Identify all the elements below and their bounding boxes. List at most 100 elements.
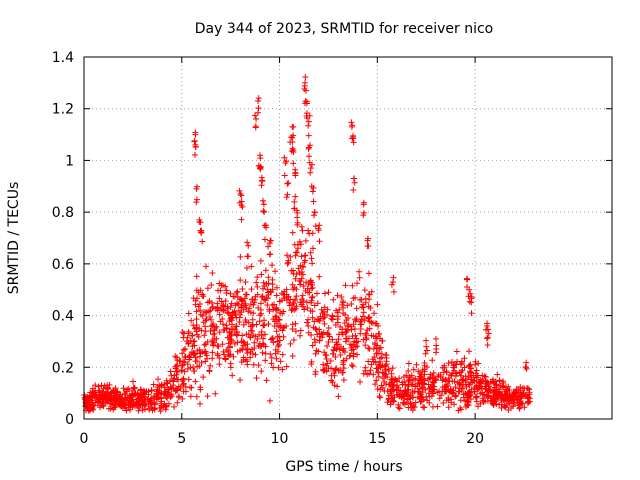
y-tick-label: 0.6 <box>52 257 74 273</box>
data-point <box>239 346 246 353</box>
data-point <box>150 381 157 388</box>
x-tick-label: 0 <box>80 431 89 447</box>
data-point <box>352 294 359 301</box>
data-point <box>440 399 447 406</box>
data-point <box>351 175 358 182</box>
data-point <box>376 358 383 365</box>
data-point <box>210 320 217 327</box>
y-tick-label: 1 <box>65 153 74 169</box>
data-point <box>227 360 234 367</box>
data-point <box>238 338 245 345</box>
data-point <box>368 361 375 368</box>
data-point <box>469 379 476 386</box>
data-point <box>239 332 246 339</box>
data-point <box>321 290 328 297</box>
data-point <box>283 194 290 201</box>
data-point <box>415 368 422 375</box>
data-point <box>226 344 233 351</box>
data-point <box>324 342 331 349</box>
y-tick-label: 1.4 <box>52 50 74 66</box>
data-point <box>363 334 370 341</box>
data-point <box>182 345 189 352</box>
data-point <box>236 318 243 325</box>
data-point <box>413 361 420 368</box>
data-point <box>438 392 445 399</box>
data-point <box>458 358 465 365</box>
data-point <box>291 306 298 313</box>
data-point <box>118 403 125 410</box>
data-point <box>228 337 235 344</box>
data-point <box>307 278 314 285</box>
data-point <box>343 328 350 335</box>
data-point <box>304 319 311 326</box>
data-point <box>255 95 262 102</box>
data-point <box>203 263 210 270</box>
data-point <box>383 354 390 361</box>
data-point <box>308 161 315 168</box>
data-point <box>238 202 245 209</box>
data-point <box>275 343 282 350</box>
data-point <box>196 346 203 353</box>
data-point <box>105 398 112 405</box>
data-point <box>148 403 155 410</box>
data-point <box>354 351 361 358</box>
data-point <box>483 335 490 342</box>
data-point <box>170 378 177 385</box>
x-axis-title: GPS time / hours <box>285 459 402 475</box>
data-point <box>324 329 331 336</box>
data-point <box>266 306 273 313</box>
data-point <box>249 296 256 303</box>
data-point <box>243 264 250 271</box>
data-point <box>457 372 464 379</box>
data-point <box>297 332 304 339</box>
data-point <box>408 372 415 379</box>
data-point <box>95 394 102 401</box>
data-point <box>253 116 260 123</box>
data-point <box>370 345 377 352</box>
data-point <box>307 169 314 176</box>
data-point <box>494 371 501 378</box>
x-tick-label: 20 <box>466 431 484 447</box>
data-point <box>276 333 283 340</box>
data-point <box>265 274 272 281</box>
y-tick-label: 0.4 <box>52 309 74 325</box>
data-point <box>258 368 265 375</box>
data-point <box>273 292 280 299</box>
data-point <box>111 396 118 403</box>
data-point <box>423 343 430 350</box>
data-point <box>172 365 179 372</box>
data-point <box>192 378 199 385</box>
data-point <box>294 221 301 228</box>
data-point <box>193 326 200 333</box>
data-point <box>389 365 396 372</box>
data-point <box>235 307 242 314</box>
data-point <box>290 300 297 307</box>
data-point <box>250 310 257 317</box>
data-point <box>401 395 408 402</box>
data-point <box>321 349 328 356</box>
data-point <box>473 398 480 405</box>
data-point <box>473 393 480 400</box>
data-point <box>247 354 254 361</box>
data-point <box>123 407 130 414</box>
data-point <box>154 376 161 383</box>
data-point <box>453 361 460 368</box>
data-point <box>209 322 216 329</box>
data-point <box>272 268 279 275</box>
data-point <box>373 377 380 384</box>
data-point <box>289 326 296 333</box>
data-point <box>131 384 138 391</box>
data-point <box>513 386 520 393</box>
data-point <box>189 332 196 339</box>
data-point <box>305 323 312 330</box>
data-point <box>496 386 503 393</box>
data-point <box>185 340 192 347</box>
axis-ticks <box>83 56 612 420</box>
data-point <box>340 304 347 311</box>
data-point <box>204 393 211 400</box>
data-point <box>350 321 357 328</box>
data-point <box>261 222 268 229</box>
data-point <box>456 388 463 395</box>
data-point <box>279 327 286 334</box>
data-point <box>379 337 386 344</box>
